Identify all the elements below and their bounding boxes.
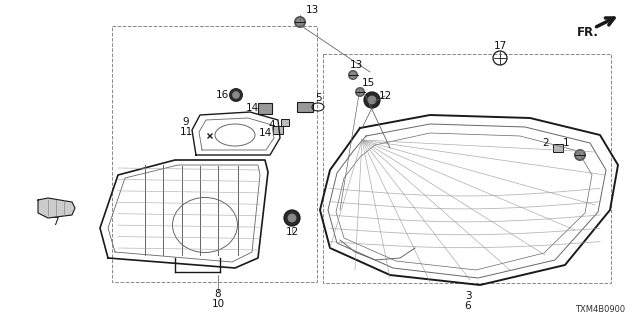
Circle shape [284,210,300,226]
Circle shape [349,71,356,78]
Text: 11: 11 [179,127,193,137]
Text: 14: 14 [245,103,259,113]
Text: 1: 1 [563,138,570,148]
Circle shape [229,88,243,102]
Text: 9: 9 [182,117,189,127]
Bar [297,102,313,112]
Circle shape [287,214,296,222]
Text: 3: 3 [465,291,471,301]
Text: 2: 2 [543,138,549,148]
Bar [273,126,283,134]
Text: 17: 17 [493,41,507,51]
Bar [323,54,611,283]
Text: 13: 13 [305,5,319,15]
Text: 12: 12 [378,91,392,101]
Circle shape [355,87,365,97]
Circle shape [294,16,306,28]
Circle shape [356,89,364,95]
Text: 6: 6 [465,301,471,311]
Circle shape [348,70,358,80]
Text: FR.: FR. [577,26,599,38]
Text: 16: 16 [216,90,228,100]
Text: 8: 8 [214,289,221,299]
Bar [258,102,272,114]
Circle shape [367,96,376,104]
Circle shape [232,91,240,99]
Circle shape [576,151,584,159]
Circle shape [364,92,380,108]
Text: 13: 13 [349,60,363,70]
Text: 12: 12 [285,227,299,237]
Bar [281,118,289,125]
Text: 7: 7 [52,217,58,227]
Text: 5: 5 [315,93,321,103]
Bar [553,144,563,152]
Text: TXM4B0900: TXM4B0900 [575,305,625,314]
Polygon shape [38,198,75,218]
Circle shape [296,18,304,26]
Text: 10: 10 [211,299,225,309]
Text: 4: 4 [269,120,275,130]
Text: 15: 15 [362,78,374,88]
Text: 14: 14 [259,128,271,138]
Bar [112,26,317,282]
Circle shape [574,149,586,161]
